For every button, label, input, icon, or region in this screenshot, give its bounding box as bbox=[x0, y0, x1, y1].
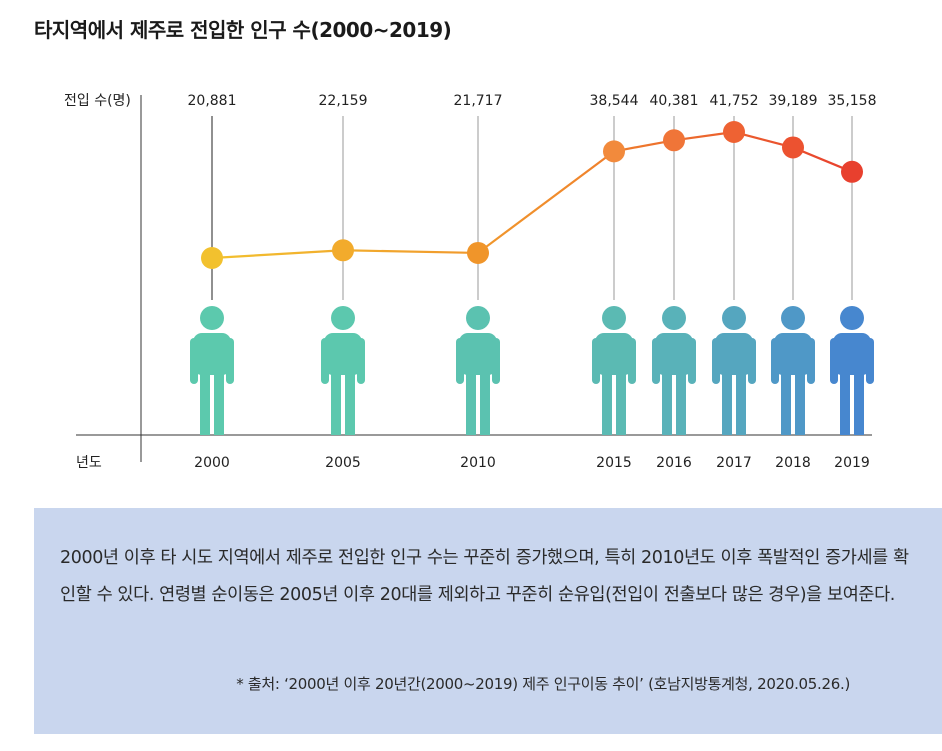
data-point-2017 bbox=[723, 121, 745, 143]
x-tick-2000: 2000 bbox=[194, 455, 230, 471]
x-axis-label: 년도 bbox=[76, 455, 102, 471]
y-axis-label: 전입 수(명) bbox=[64, 93, 131, 109]
value-label-2017: 41,752 bbox=[710, 93, 759, 109]
person-icon bbox=[830, 306, 874, 435]
person-icon bbox=[652, 306, 696, 435]
series-line bbox=[211, 130, 853, 260]
person-icon bbox=[712, 306, 756, 435]
line-chart: 전입 수(명) 년도 20,881 22,159 21,717 38,544 40,38… bbox=[64, 93, 877, 471]
person-icon bbox=[771, 306, 815, 435]
value-label-2018: 39,189 bbox=[769, 93, 818, 109]
x-tick-2016: 2016 bbox=[656, 455, 692, 471]
data-point-2005 bbox=[332, 239, 354, 262]
value-label-2016: 40,381 bbox=[650, 93, 699, 109]
person-icon bbox=[592, 306, 636, 435]
data-point-2016 bbox=[663, 129, 685, 152]
value-label-2015: 38,544 bbox=[590, 93, 639, 109]
x-tick-2010: 2010 bbox=[460, 455, 496, 471]
person-icon bbox=[456, 306, 500, 435]
x-tick-2005: 2005 bbox=[325, 455, 361, 471]
source-text: * 출처: ‘2000년 이후 20년간(2000~2019) 제주 인구이동 … bbox=[236, 675, 850, 693]
value-label-2005: 22,159 bbox=[319, 93, 368, 109]
data-point-2019 bbox=[841, 160, 863, 183]
data-point-2015 bbox=[603, 140, 625, 163]
x-tick-2018: 2018 bbox=[775, 455, 811, 471]
x-tick-2017: 2017 bbox=[716, 455, 752, 471]
chart-title: 타지역에서 제주로 전입한 인구 수(2000~2019) bbox=[34, 18, 452, 42]
note-box: 2000년 이후 타 시도 지역에서 제주로 전입한 인구 수는 꾸준히 증가했… bbox=[34, 508, 942, 734]
x-tick-2019: 2019 bbox=[834, 455, 870, 471]
value-label-2010: 21,717 bbox=[454, 93, 503, 109]
person-icon bbox=[190, 306, 234, 435]
data-point-2010 bbox=[467, 241, 489, 264]
person-icon bbox=[321, 306, 365, 435]
data-point-2018 bbox=[782, 136, 804, 159]
value-label-2019: 35,158 bbox=[828, 93, 877, 109]
x-tick-2015: 2015 bbox=[596, 455, 632, 471]
description-text: 2000년 이후 타 시도 지역에서 제주로 전입한 인구 수는 꾸준히 증가했… bbox=[60, 548, 909, 605]
data-point-2000 bbox=[201, 247, 223, 269]
value-label-2000: 20,881 bbox=[188, 93, 237, 109]
